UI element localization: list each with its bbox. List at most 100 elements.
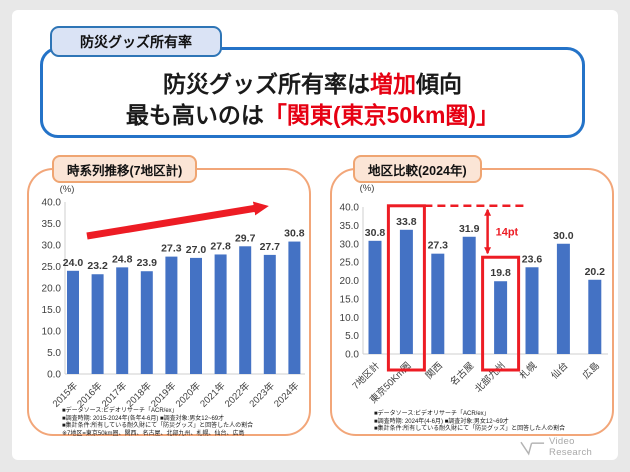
y-tick-label: 30.0 bbox=[340, 239, 360, 250]
bar bbox=[239, 246, 252, 374]
y-tick-label: 10.0 bbox=[340, 313, 360, 324]
y-tick-label: 5.0 bbox=[47, 348, 61, 359]
bar-value-label: 27.8 bbox=[210, 240, 231, 252]
bar-value-label: 27.0 bbox=[186, 244, 207, 256]
bar bbox=[462, 236, 476, 354]
footnote-line: ■調査時期: 2015-2024年(各年4-6月) ■調査対象:男女12~69才 bbox=[62, 415, 225, 422]
x-category-label: 2021年 bbox=[198, 379, 229, 410]
y-tick-label: 40.0 bbox=[42, 198, 62, 209]
bar bbox=[190, 257, 202, 374]
x-category-label: 2019年 bbox=[148, 379, 179, 410]
panel-title-time-series: 時系列推移(7地区計) bbox=[52, 155, 198, 183]
video-research-logo-icon bbox=[520, 441, 545, 456]
y-tick-label: 35.0 bbox=[340, 221, 360, 232]
y-tick-label: 15.0 bbox=[42, 305, 62, 316]
x-category-label: 関西 bbox=[424, 360, 445, 381]
x-category-label: 7地区計 bbox=[350, 359, 383, 392]
bar-value-label: 30.8 bbox=[284, 228, 305, 240]
content-card: 防災グッズ所有率 防災グッズ所有率は増加傾向 最も高いのは「関東(東京50km圏… bbox=[12, 10, 618, 460]
bar bbox=[288, 241, 301, 374]
bar-value-label: 23.9 bbox=[137, 257, 158, 269]
panel-title-time-series-label: 時系列推移(7地区計) bbox=[67, 163, 183, 178]
highlight-box bbox=[386, 204, 426, 372]
x-category-label: 北部九州 bbox=[472, 360, 507, 395]
x-category-label: 2015年 bbox=[50, 379, 81, 410]
bar bbox=[494, 281, 508, 354]
bar bbox=[165, 256, 178, 374]
y-tick-label: 20.0 bbox=[340, 276, 360, 287]
footnote-line: ※7地区=東京50km圏、関西、名古屋、北部九州、札幌、仙台、広島 bbox=[62, 430, 245, 437]
y-tick-label: 0.0 bbox=[47, 370, 61, 381]
x-category-label: 札幌 bbox=[517, 359, 539, 381]
x-category-label: 2023年 bbox=[247, 379, 278, 410]
bar-value-label: 27.3 bbox=[161, 243, 182, 255]
bar-value-label: 27.3 bbox=[428, 240, 449, 252]
bar-value-label: 23.6 bbox=[522, 253, 543, 265]
panel-time-series: (%) 0.0 5.0 10.0 15.0 20.0 25.0 30.0 35.0 40.0 201… bbox=[27, 168, 311, 438]
footnote-region-compare: ■データソース:ビデオリサーチ「ACR/ex」 ■調査時期: 2024年(4-6… bbox=[374, 411, 565, 434]
y-tick-label: 5.0 bbox=[345, 331, 359, 342]
x-category-label: 2016年 bbox=[75, 379, 106, 410]
video-research-logo: Video Research bbox=[520, 436, 618, 458]
bar bbox=[67, 270, 79, 374]
bar-value-label: 29.7 bbox=[235, 232, 256, 244]
bar-value-label: 30.0 bbox=[553, 230, 574, 242]
y-tick-label: 35.0 bbox=[42, 219, 62, 230]
bar-value-label: 24.0 bbox=[63, 257, 84, 269]
y-tick-label: 10.0 bbox=[42, 327, 62, 338]
bar-value-label: 33.8 bbox=[396, 216, 417, 228]
bar-value-label: 20.2 bbox=[585, 266, 606, 278]
y-axis-unit-label: (%) bbox=[60, 184, 75, 195]
bar bbox=[431, 253, 445, 354]
y-tick-label: 30.0 bbox=[42, 241, 62, 252]
footnote-line: ■集計条件:所有している耐久財にて「防災グッズ」と回答した人の割合 bbox=[374, 426, 566, 433]
y-tick-label: 40.0 bbox=[340, 203, 360, 214]
y-tick-label: 25.0 bbox=[340, 258, 360, 269]
x-category-label: 2024年 bbox=[271, 379, 302, 410]
trend-arrow bbox=[86, 201, 269, 240]
title-tab-label: 防災グッズ所有率 bbox=[80, 33, 192, 50]
footnote-line: ■データソース:ビデオリサーチ「ACR/ex」 bbox=[374, 411, 490, 417]
x-category-label: 2022年 bbox=[222, 379, 253, 410]
bar bbox=[116, 267, 129, 374]
panel-title-region-compare: 地区比較(2024年) bbox=[353, 155, 482, 183]
bar bbox=[91, 274, 104, 374]
message2-text: 最も高いのは bbox=[125, 101, 264, 128]
bar-value-label: 23.2 bbox=[87, 260, 108, 272]
message2-highlight: 「関東(東京50km圏)」 bbox=[263, 101, 500, 128]
x-category-label: 2017年 bbox=[99, 379, 130, 410]
footnote-time-series: ■データソース:ビデオリサーチ「ACR/ex」 ■調査時期: 2015-2024… bbox=[62, 408, 253, 438]
bar-value-label: 27.7 bbox=[260, 241, 281, 253]
bar bbox=[525, 267, 539, 354]
region-compare-bar-chart: (%) 0.0 5.0 10.0 15.0 20.0 25.0 30.0 35.0 40.0 7地区… bbox=[340, 183, 608, 406]
bar bbox=[214, 254, 227, 374]
key-message-box: 防災グッズ所有率は増加傾向 最も高いのは「関東(東京50km圏)」 bbox=[40, 47, 585, 138]
bar bbox=[368, 240, 382, 354]
bar bbox=[588, 279, 602, 354]
y-tick-label: 25.0 bbox=[42, 262, 62, 273]
footnote-line: ■データソース:ビデオリサーチ「ACR/ex」 bbox=[62, 408, 178, 414]
bar bbox=[556, 243, 570, 354]
highlight-box bbox=[481, 255, 521, 372]
video-research-logo-text: Video Research bbox=[549, 436, 593, 458]
bar-value-label: 30.8 bbox=[365, 227, 386, 239]
x-category-label: 2018年 bbox=[124, 379, 155, 410]
footnote-line: ■集計条件:所有している耐久財にて「防災グッズ」と回答した人の割合 bbox=[62, 423, 254, 430]
y-tick-label: 0.0 bbox=[345, 350, 359, 361]
key-message-line2: 最も高いのは「関東(東京50km圏)」 bbox=[126, 100, 499, 131]
bar-value-label: 31.9 bbox=[459, 223, 480, 235]
footnote-line: ■調査時期: 2024年(4-6月) ■調査対象:男女12~69才 bbox=[374, 418, 509, 425]
y-tick-label: 15.0 bbox=[340, 294, 360, 305]
message1-text: 防災グッズ所有率は bbox=[163, 70, 370, 97]
x-category-label: 広島 bbox=[580, 360, 602, 382]
x-category-label: 2020年 bbox=[173, 379, 204, 410]
difference-label: 14pt bbox=[496, 227, 519, 239]
panel-title-region-compare-label: 地区比較(2024年) bbox=[368, 163, 467, 178]
bar-value-label: 19.8 bbox=[490, 267, 511, 279]
message1-text-post: 傾向 bbox=[416, 70, 462, 97]
title-tab: 防災グッズ所有率 bbox=[50, 26, 222, 57]
x-category-label: 仙台 bbox=[549, 360, 571, 382]
message1-highlight: 増加 bbox=[370, 70, 416, 97]
bar bbox=[399, 229, 413, 354]
